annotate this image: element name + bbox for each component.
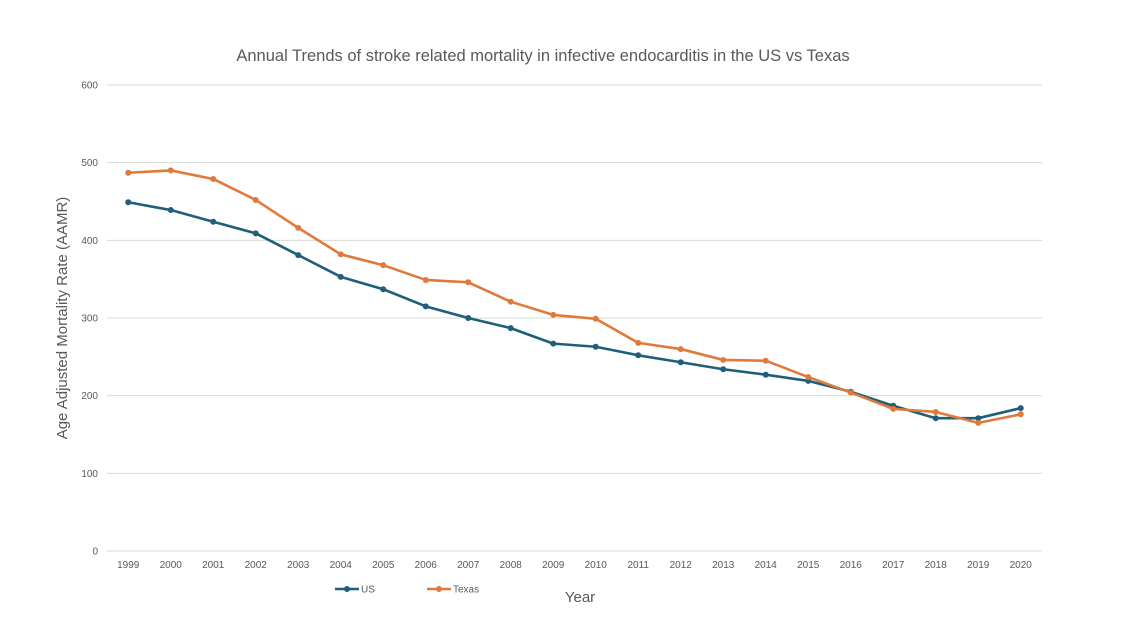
x-tick-label: 2008	[500, 560, 523, 571]
data-point-texas	[592, 315, 599, 322]
legend-marker-us	[344, 586, 350, 592]
x-tick-label: 2016	[840, 560, 863, 571]
data-point-texas	[975, 419, 982, 426]
data-point-us	[635, 352, 642, 359]
legend-item-us: US	[335, 585, 375, 596]
x-tick-label: 2015	[797, 560, 820, 571]
data-point-texas	[125, 169, 132, 176]
x-tick-label: 2020	[1010, 560, 1033, 571]
data-point-texas	[805, 374, 812, 381]
data-point-us	[252, 230, 259, 237]
data-point-texas	[422, 276, 429, 283]
series-line-texas	[126, 169, 1023, 425]
data-point-texas	[677, 346, 684, 353]
data-point-texas	[167, 167, 174, 174]
y-tick-label: 400	[81, 236, 98, 247]
x-tick-label: 2010	[585, 560, 608, 571]
x-axis-label: Year	[565, 589, 595, 606]
x-tick-label: 2004	[330, 560, 353, 571]
data-point-texas	[932, 408, 939, 415]
data-point-us	[720, 366, 727, 373]
x-tick-label: 1999	[117, 560, 140, 571]
legend: US Texas	[335, 585, 479, 596]
x-tick-label: 2011	[627, 560, 649, 571]
y-tick-label: 100	[81, 469, 98, 480]
legend-marker-texas	[436, 586, 442, 592]
data-point-texas	[762, 357, 769, 364]
y-tick-label: 200	[81, 391, 98, 402]
data-point-us	[380, 286, 387, 293]
y-tick-label: 0	[92, 547, 98, 558]
legend-label-texas: Texas	[453, 585, 479, 596]
series-line-us	[126, 200, 1023, 420]
data-point-us	[975, 415, 982, 422]
y-axis-label: Age Adjusted Mortality Rate (AAMR)	[54, 197, 71, 440]
data-point-us	[762, 371, 769, 378]
x-tick-label: 2007	[457, 560, 480, 571]
data-point-texas	[337, 251, 344, 258]
data-point-us	[677, 359, 684, 366]
legend-item-texas: Texas	[427, 585, 479, 596]
data-point-us	[507, 325, 514, 332]
x-axis-ticks: 1999 2000 2001 2002 2003 2004 2005 2006 2007 2008…	[117, 560, 1032, 571]
y-tick-label: 500	[81, 158, 98, 169]
chart-title: Annual Trends of stroke related mortalit…	[236, 47, 849, 65]
x-tick-label: 2000	[160, 560, 183, 571]
data-point-texas	[847, 389, 854, 396]
data-point-us	[592, 343, 599, 350]
x-tick-label: 2012	[670, 560, 693, 571]
y-tick-label: 600	[81, 81, 98, 92]
y-axis-ticks: 0 100 200 300 400 500 600	[81, 81, 98, 558]
data-point-us	[337, 273, 344, 280]
x-tick-label: 2006	[415, 560, 438, 571]
data-point-us	[1017, 405, 1024, 412]
y-tick-label: 300	[81, 314, 98, 325]
data-point-texas	[252, 196, 259, 203]
x-tick-label: 2019	[967, 560, 990, 571]
series-us	[125, 199, 1024, 422]
data-point-texas	[890, 405, 897, 412]
data-point-texas	[1017, 411, 1024, 418]
data-point-texas	[210, 175, 217, 182]
data-point-texas	[380, 262, 387, 269]
data-point-us	[465, 315, 472, 321]
x-tick-label: 2017	[882, 560, 905, 571]
x-tick-label: 2001	[202, 560, 225, 571]
legend-label-us: US	[361, 585, 375, 596]
data-point-us	[932, 415, 939, 422]
data-point-us	[167, 207, 174, 214]
data-point-texas	[507, 298, 514, 305]
data-point-us	[295, 252, 302, 259]
data-point-texas	[465, 279, 472, 286]
x-tick-label: 2018	[925, 560, 948, 571]
data-point-texas	[635, 339, 642, 346]
x-tick-label: 2014	[755, 560, 778, 571]
data-point-us	[210, 218, 217, 225]
data-point-texas	[295, 224, 302, 231]
x-tick-label: 2002	[245, 560, 268, 571]
data-point-us	[422, 303, 429, 310]
data-point-us	[550, 340, 557, 347]
data-point-texas	[550, 311, 557, 318]
data-point-texas	[720, 356, 727, 363]
gridlines	[107, 84, 1042, 552]
x-tick-label: 2005	[372, 560, 395, 571]
x-tick-label: 2013	[712, 560, 735, 571]
x-tick-label: 2003	[287, 560, 310, 571]
series-group	[125, 167, 1024, 426]
series-texas	[125, 167, 1024, 426]
data-point-us	[125, 199, 132, 206]
x-tick-label: 2009	[542, 560, 565, 571]
